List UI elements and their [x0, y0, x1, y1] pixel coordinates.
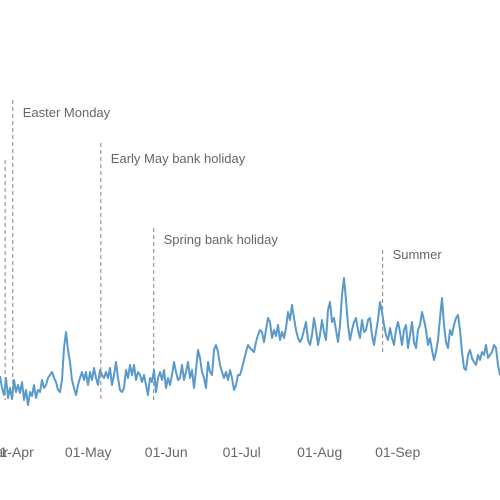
annotation-label-4: Summer: [393, 247, 443, 262]
annotation-label-1: Easter Monday: [23, 105, 111, 120]
series-line-0: [0, 277, 500, 406]
x-tick-label-0: 01-Apr: [0, 444, 34, 460]
annotation-label-2: Early May bank holiday: [111, 151, 246, 166]
x-tick-label-3: 01-Jul: [223, 444, 261, 460]
x-tick-label-1: 01-May: [65, 444, 112, 460]
x-tick-label-4: 01-Aug: [297, 444, 342, 460]
x-tick-label-2: 01-Jun: [145, 444, 188, 460]
x-tick-label-partial: 01-Mar: [0, 444, 8, 460]
x-axis: 01-Mar01-Apr 01-May 01-Jun 01-Jul 01-Aug 01-S…: [0, 444, 420, 460]
x-tick-label-5: 01-Sep: [375, 444, 420, 460]
series-group: [0, 277, 500, 406]
annotation-label-3: Spring bank holiday: [164, 232, 279, 247]
